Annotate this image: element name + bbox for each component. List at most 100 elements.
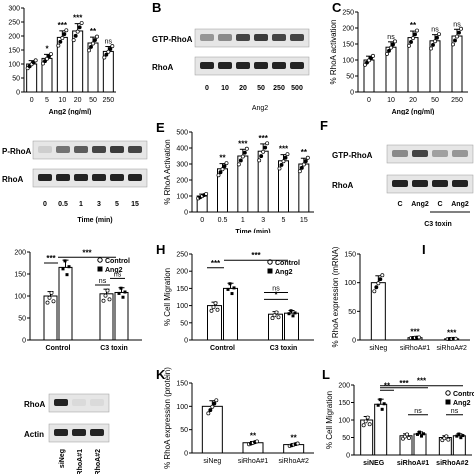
panel-k-label: K [156, 367, 166, 382]
blot-d-band [128, 146, 142, 153]
chart-a-xtick-label: 20 [74, 97, 82, 104]
chart-l-point [444, 434, 449, 439]
chart-a-sig-label: * [45, 44, 49, 53]
blot-f-row2-label: RhoA [332, 181, 354, 190]
chart-c-point [429, 46, 433, 51]
chart-a-ytick-label: 50 [12, 76, 20, 83]
blot-b-row1-label: GTP-RhoA [152, 35, 193, 44]
chart-e-ylabel: % RhoA Activation [163, 139, 172, 204]
chart-l-legend-marker [445, 390, 451, 396]
chart-l-legend-marker [445, 399, 451, 405]
chart-i-point [380, 273, 385, 278]
chart-a-point [87, 48, 91, 53]
blot-j-band [90, 429, 104, 436]
blot-b-lane-label: 500 [291, 85, 303, 92]
chart-a: 0 50 100 150 200 250 300 0 5 * 10 *** 20 *** 50 ** 250 ns… [8, 6, 116, 115]
chart-c-point [385, 51, 389, 56]
chart-h-ytick-label: 250 [176, 252, 188, 259]
chart-h-point [272, 313, 277, 318]
blot-j-band [54, 429, 68, 436]
chart-l-point [455, 434, 459, 438]
chart-l-legend-label: Control [453, 391, 474, 398]
blot-d-band [110, 174, 124, 181]
chart-e-xtick-label: 5 [282, 217, 286, 224]
blot-f-band [432, 150, 448, 157]
chart-l-sig-label: *** [417, 377, 427, 386]
chart-c-ytick-label: 0 [350, 90, 354, 97]
chart-c-point [431, 42, 435, 47]
chart-e-ytick-label: 300 [176, 162, 188, 169]
chart-a-point [49, 52, 53, 56]
chart-l-point [367, 422, 372, 427]
chart-g-point [121, 295, 125, 299]
chart-k-point [295, 441, 300, 446]
chart-g-legend-label: Control [105, 258, 130, 265]
blot-f-lane-label: C [437, 201, 442, 208]
chart-c-xtick-label: 50 [431, 97, 439, 104]
chart-h-point [276, 315, 281, 320]
chart-g-legend-marker [97, 257, 103, 263]
blot-b-lane-label: 50 [257, 85, 265, 92]
chart-a-ytick-label: 100 [8, 62, 20, 69]
chart-e-sig-label: ** [219, 154, 226, 163]
blot-d-lane-label: 15 [131, 201, 139, 208]
chart-i-sig-label: *** [410, 327, 420, 336]
panel-h: H 0 50 100 150 200 250 % Cell Migration Control C… [152, 240, 318, 360]
blot-d-xlabel: Time (min) [77, 217, 112, 224]
chart-k-ytick-label: 50 [180, 427, 188, 434]
panel-a: 0 50 100 150 200 250 300 0 5 * 10 *** 20 *** 50 ** 250 ns… [0, 0, 118, 115]
chart-k-point [255, 439, 259, 444]
chart-c-point [387, 48, 391, 53]
chart-a-sig-label: ns [105, 39, 113, 46]
chart-l-point [418, 430, 421, 434]
blot-d-band [128, 174, 142, 181]
chart-l-point [405, 432, 409, 437]
chart-h-xtick-label: Control [210, 345, 235, 352]
chart-g-bar-ang2 [114, 291, 129, 341]
chart-a-point [62, 32, 67, 37]
chart-k: K 0 50 100 150 % RhoA expression (protein) siN… [156, 367, 314, 469]
blot-b-band [254, 34, 268, 41]
chart-h-point [209, 308, 214, 313]
blot-f-lane-label: Ang2 [451, 201, 469, 208]
blot-b-lane-label: 10 [221, 85, 229, 92]
chart-e-point [283, 155, 288, 160]
chart-e-xtick-label: 0 [200, 217, 204, 224]
chart-e-point [238, 158, 243, 163]
blot-j-row-background [48, 393, 110, 413]
chart-g-point [123, 290, 127, 294]
blot-d-band [92, 174, 106, 181]
chart-e-point [236, 162, 241, 167]
chart-g-ytick-label: 150 [14, 272, 26, 279]
blot-f: F GTP-RhoA RhoA C3 toxin C Ang2 C Ang2 [320, 118, 474, 228]
chart-l-point [365, 415, 370, 420]
chart-k-point [208, 408, 213, 413]
chart-c-point [409, 40, 413, 44]
panel-e: E 0 100 200 300 400 500 % RhoA Activation 0 0.5 **… [152, 118, 318, 233]
chart-e-point [224, 161, 229, 166]
chart-a-point [108, 47, 113, 51]
chart-g-point [103, 293, 108, 298]
chart-e-point [265, 141, 270, 146]
chart-c-sig-label: ns [453, 21, 461, 28]
chart-i-ytick-label: 0 [352, 338, 356, 345]
chart-c-sig-label: ** [410, 21, 417, 30]
panel-d-blot: P-RhoA RhoA Time (min) 0 0.5 1 3 5 15 [0, 122, 150, 232]
chart-c-ytick-label: 200 [342, 26, 354, 33]
chart-k-ytick-label: 100 [176, 404, 188, 411]
chart-l-point [378, 398, 382, 402]
blot-f-band [452, 150, 468, 157]
blot-d-row-background [32, 168, 148, 188]
panel-c: C 0 50 100 150 200 250 % RhoA activation 0 10 ns 20… [318, 0, 474, 115]
panel-e-label: E [156, 120, 165, 135]
chart-h-legend-marker [267, 268, 273, 274]
chart-k-sig-label: ** [291, 434, 298, 443]
blot-d-lane-label: 1 [79, 201, 83, 208]
blot-b-lane-label: 250 [273, 85, 285, 92]
chart-c-xtick-label: 250 [451, 97, 463, 104]
chart-c-point [371, 53, 375, 58]
chart-k-point [206, 411, 211, 416]
panel-f-blot: F GTP-RhoA RhoA C3 toxin C Ang2 C Ang2 [318, 118, 474, 233]
chart-e-point [305, 155, 310, 160]
chart-l-point [363, 419, 368, 424]
